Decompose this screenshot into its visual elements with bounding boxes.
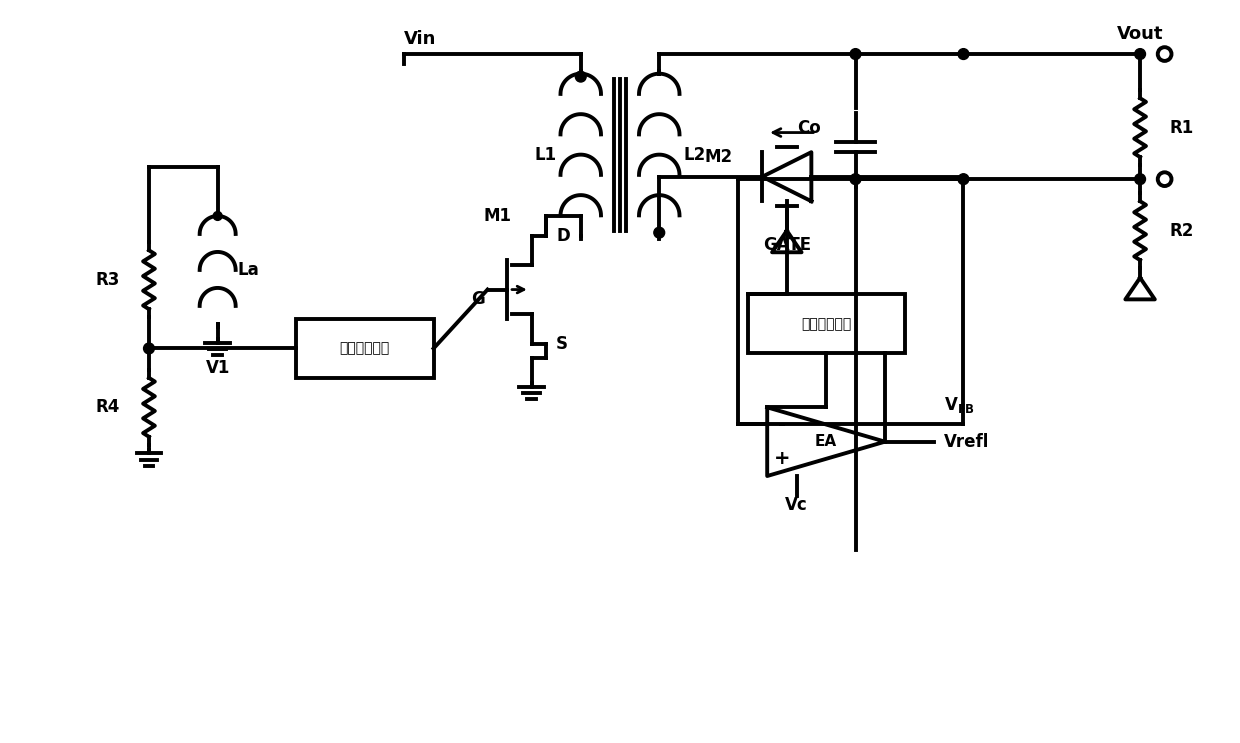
Circle shape [1158,47,1172,61]
Text: S: S [557,334,568,352]
Text: M1: M1 [484,207,511,225]
Text: R1: R1 [1169,119,1194,137]
Text: 副边控制电路: 副边控制电路 [801,317,851,331]
Circle shape [575,71,587,82]
Text: M2: M2 [704,148,732,166]
Text: 原边控制电路: 原边控制电路 [340,342,391,355]
Text: GATE: GATE [763,236,811,254]
Text: Vc: Vc [785,496,808,514]
Circle shape [959,174,968,184]
Circle shape [851,174,861,184]
Circle shape [653,227,665,238]
Circle shape [959,48,968,59]
Text: L1: L1 [534,146,557,163]
Text: -: - [777,415,786,434]
Text: Co: Co [797,119,821,137]
Circle shape [144,343,154,354]
Circle shape [1158,172,1172,186]
Bar [748,294,904,354]
Circle shape [213,212,222,221]
Text: R2: R2 [1169,221,1194,240]
Text: G: G [471,291,485,308]
Text: Vrefl: Vrefl [944,432,990,451]
Text: +: + [774,450,790,468]
Bar [296,319,434,378]
Text: $\mathbf{V_{FB}}$: $\mathbf{V_{FB}}$ [944,395,975,415]
Text: D: D [557,227,570,244]
Circle shape [851,48,861,59]
Text: La: La [237,261,259,279]
Text: EA: EA [815,434,837,450]
Text: V1: V1 [206,359,229,377]
Circle shape [1135,174,1146,184]
Text: R3: R3 [95,270,119,289]
Text: L2: L2 [683,146,706,163]
Text: Vout: Vout [1117,25,1163,43]
Text: Vin: Vin [404,30,436,48]
Circle shape [1135,48,1146,59]
Text: R4: R4 [95,398,119,416]
